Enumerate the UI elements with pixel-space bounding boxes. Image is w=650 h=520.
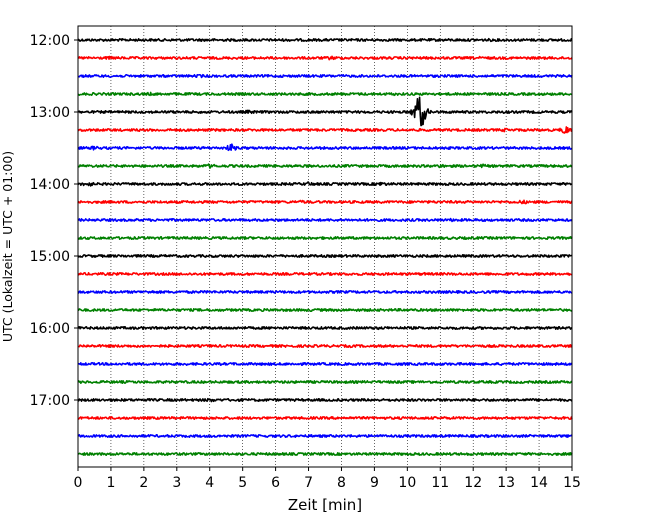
trace-1645 <box>77 380 573 384</box>
x-axis-label: Zeit [min] <box>288 496 362 514</box>
plot-frame <box>77 25 573 468</box>
trace-1315 <box>77 126 573 134</box>
trace-1345 <box>77 163 573 169</box>
trace-1430 <box>77 217 573 223</box>
y-tick-label: 13:00 <box>30 105 70 121</box>
trace-1745 <box>77 452 573 456</box>
x-tick-label: 8 <box>337 475 346 491</box>
trace-group <box>77 37 573 456</box>
y-axis: 12:00 13:00 14:00 15:00 16:00 17:00 <box>30 33 78 409</box>
x-axis: 0 1 2 3 4 5 6 7 8 9 10 11 12 13 14 15 <box>74 467 581 491</box>
x-tick-label: 0 <box>74 475 83 491</box>
x-tick-label: 14 <box>530 475 548 491</box>
x-tick-label: 6 <box>271 475 280 491</box>
trace-1300 <box>77 96 573 127</box>
trace-1415 <box>77 199 573 205</box>
trace-1500 <box>77 254 573 258</box>
trace-1530 <box>77 290 573 294</box>
trace-1400 <box>77 181 573 187</box>
x-tick-label: 5 <box>238 475 247 491</box>
x-tick-label: 12 <box>464 475 482 491</box>
trace-1545 <box>77 307 573 312</box>
y-tick-label: 16:00 <box>30 321 70 337</box>
trace-1245 <box>77 91 573 97</box>
trace-1700 <box>77 397 573 403</box>
trace-1730 <box>77 434 573 438</box>
y-tick-label: 17:00 <box>30 393 70 409</box>
x-tick-label: 10 <box>398 475 416 491</box>
x-tick-label: 7 <box>304 475 313 491</box>
y-tick-label: 14:00 <box>30 177 70 193</box>
y-tick-label: 15:00 <box>30 249 70 265</box>
x-tick-label: 9 <box>370 475 379 491</box>
trace-1200 <box>77 37 573 43</box>
x-tick-label: 15 <box>563 475 581 491</box>
trace-1600 <box>77 326 573 331</box>
trace-1515 <box>77 271 573 277</box>
trace-1215 <box>77 55 573 61</box>
x-tick-label: 2 <box>139 475 148 491</box>
y-axis-label: UTC (Lokalzeit = UTC + 01:00) <box>0 151 15 342</box>
x-tick-label: 3 <box>172 475 181 491</box>
x-tick-label: 11 <box>431 475 449 491</box>
trace-1330 <box>77 143 573 152</box>
trace-1715 <box>77 416 573 420</box>
trace-1230 <box>77 73 573 79</box>
x-tick-label: 13 <box>497 475 515 491</box>
x-tick-label: 1 <box>106 475 115 491</box>
x-tick-label: 4 <box>205 475 214 491</box>
trace-1630 <box>77 362 573 366</box>
trace-1445 <box>77 236 573 240</box>
trace-1615 <box>77 344 573 349</box>
y-tick-label: 12:00 <box>30 33 70 49</box>
